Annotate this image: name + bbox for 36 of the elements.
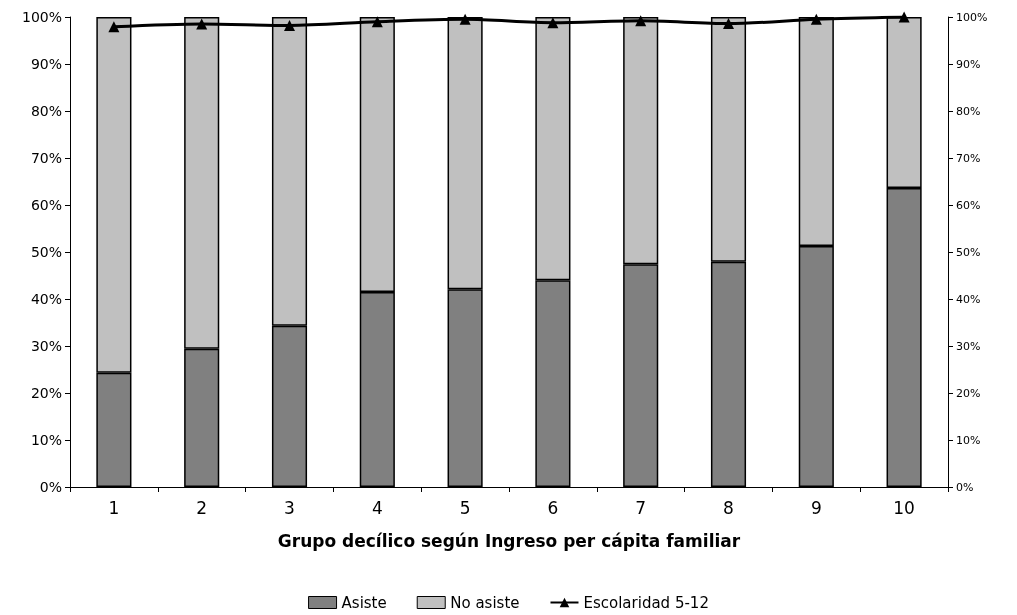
x-tick-label: 9 [810, 497, 822, 518]
y2-tick-label: 40% [956, 292, 981, 306]
x-tick-label: 2 [196, 497, 208, 518]
y2-tick-label: 60% [956, 198, 981, 212]
y-tick-label: 0% [39, 479, 62, 495]
x-tick-label: 1 [108, 497, 120, 518]
y2-tick-label: 80% [956, 104, 981, 118]
legend-label: Escolaridad 5-12 [583, 593, 709, 612]
x-tick-label: 5 [459, 497, 471, 518]
x-tick-label: 7 [635, 497, 647, 518]
y2-tick-label: 50% [956, 245, 981, 259]
y-tick-label: 30% [30, 338, 62, 354]
y-tick-label: 70% [30, 150, 62, 166]
y-tick-label: 90% [30, 56, 62, 72]
y-tick-label: 50% [30, 244, 62, 260]
legend-label: Asiste [341, 593, 387, 612]
y2-tick-label: 20% [956, 386, 981, 400]
y-tick-label: 100% [21, 9, 62, 25]
x-tick-label: 3 [284, 497, 295, 518]
y-tick-label: 20% [30, 385, 62, 401]
x-tick-label: 4 [371, 497, 383, 518]
y-tick-label: 10% [30, 432, 62, 448]
y-tick-label: 60% [30, 197, 62, 213]
y2-tick-label: 0% [956, 480, 974, 494]
x-tick-label: 8 [723, 497, 734, 518]
legend-label: No asiste [450, 593, 520, 612]
x-tick-label: 6 [547, 497, 559, 518]
y-tick-label: 40% [30, 291, 62, 307]
y2-tick-label: 90% [956, 57, 981, 71]
y2-tick-label: 10% [956, 433, 981, 447]
y2-tick-label: 70% [956, 151, 981, 165]
x-tick-label: 10 [893, 497, 915, 518]
y2-tick-label: 30% [956, 339, 981, 353]
y-tick-label: 80% [30, 103, 62, 119]
y2-tick-label: 100% [956, 10, 988, 24]
x-axis-title: Grupo decílico según Ingreso per cápita familiar [277, 530, 741, 551]
